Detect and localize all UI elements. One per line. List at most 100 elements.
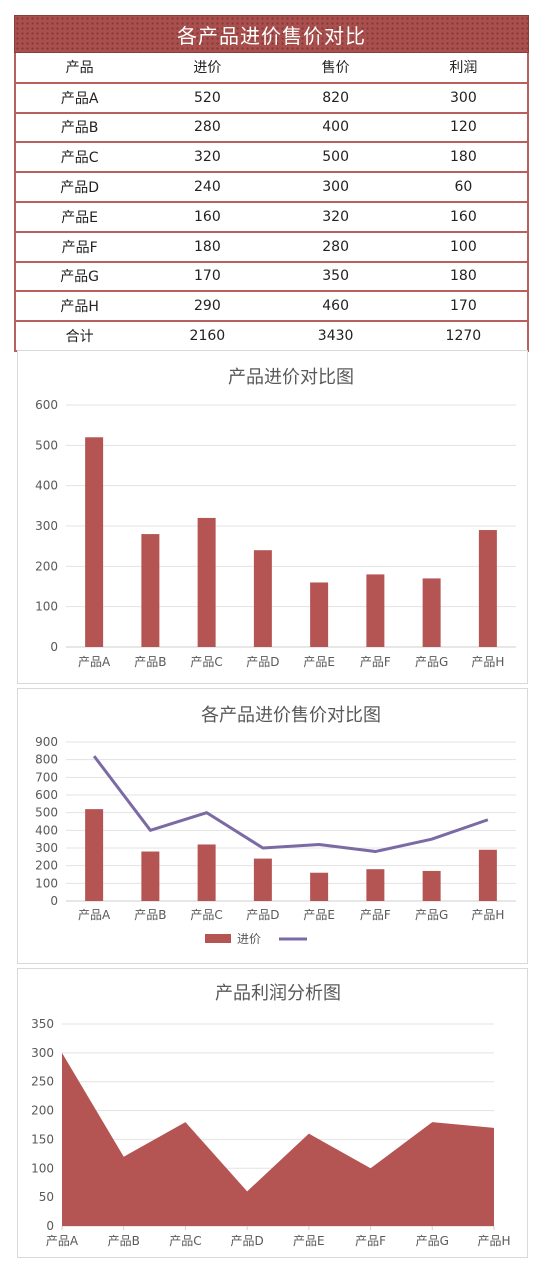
x-tick-label: 产品A	[46, 1234, 79, 1248]
y-tick-label: 350	[31, 1017, 54, 1031]
cell-product: 产品E	[13, 200, 144, 232]
chart-title: 各产品进价售价对比图	[201, 705, 381, 726]
y-tick-label: 500	[35, 438, 58, 452]
x-tick-label: 产品A	[78, 655, 111, 669]
y-tick-label: 800	[35, 753, 58, 767]
legend: 进价	[205, 932, 307, 946]
cell-profit: 120	[399, 111, 530, 143]
x-tick-label: 产品G	[415, 908, 448, 922]
cell-total-label: 合计	[13, 320, 144, 352]
cell-product: 产品H	[13, 290, 144, 322]
cell-product: 产品G	[13, 260, 144, 292]
table-row: 产品A 520 820 300	[13, 81, 530, 113]
x-tick-label: 产品H	[471, 655, 504, 669]
x-tick-label: 产品H	[477, 1234, 510, 1248]
y-tick-label: 900	[35, 735, 58, 749]
x-tick-label: 产品F	[360, 655, 391, 669]
cell-total-profit: 1270	[399, 320, 530, 352]
x-tick-label: 产品C	[190, 655, 222, 669]
cost-bar-chart-panel: 产品进价对比图 0 100 200 300 400 500 600 产品A 产品B 产品C 产品D 产品…	[17, 350, 528, 684]
y-tick-label: 300	[35, 841, 58, 855]
bar-产品E	[310, 872, 329, 901]
x-tick-label: 产品D	[246, 908, 279, 922]
x-tick-label: 产品B	[108, 1234, 140, 1248]
table-row: 产品F 180 280 100	[13, 230, 530, 262]
y-tick-label: 400	[35, 823, 58, 837]
x-tick-label: 产品B	[134, 655, 166, 669]
y-tick-label: 200	[35, 859, 58, 873]
y-tick-label: 600	[35, 788, 58, 802]
cell-price: 350	[271, 260, 400, 292]
y-tick-label: 100	[35, 876, 58, 890]
y-tick-label: 150	[31, 1132, 54, 1146]
bar-产品E	[310, 582, 329, 647]
table-header-row: 产品 进价 售价 利润	[13, 53, 530, 83]
bar-产品C	[197, 844, 216, 901]
bar-产品D	[253, 858, 272, 901]
cell-cost: 180	[143, 230, 272, 262]
y-tick-label: 50	[39, 1190, 54, 1204]
table-total-row: 合计 2160 3430 1270	[13, 320, 530, 352]
cell-product: 产品B	[13, 111, 144, 143]
cell-profit: 170	[399, 290, 530, 322]
table-row: 产品E 160 320 160	[13, 200, 530, 232]
cell-cost: 170	[143, 260, 272, 292]
bar-产品B	[141, 534, 160, 647]
y-tick-label: 200	[35, 559, 58, 573]
header-product: 产品	[13, 53, 144, 83]
table-title: 各产品进价售价对比	[14, 15, 529, 53]
profit-area-chart: 产品利润分析图 0 50 100 150 200 250 300 350 产品A 产品B 产品C 产品D…	[31, 983, 510, 1248]
cell-cost: 520	[143, 81, 272, 113]
y-tick-label: 400	[35, 479, 58, 493]
cell-product: 产品F	[13, 230, 144, 262]
cell-product: 产品C	[13, 141, 144, 173]
legend-label-cost: 进价	[237, 932, 261, 946]
bar-产品A	[85, 437, 104, 647]
cell-profit: 180	[399, 260, 530, 292]
chart-title: 产品利润分析图	[215, 983, 341, 1004]
cell-price: 280	[271, 230, 400, 262]
cell-cost: 160	[143, 200, 272, 232]
x-tick-label: 产品G	[415, 655, 448, 669]
bar-产品G	[422, 870, 441, 901]
cell-profit: 100	[399, 230, 530, 262]
x-tick-label: 产品E	[303, 655, 335, 669]
y-tick-label: 700	[35, 770, 58, 784]
legend-swatch-cost	[205, 934, 231, 943]
cost-price-combo-chart: 各产品进价售价对比图 0 100 200 300 400 500 600 700 800 900 产品…	[35, 705, 516, 946]
x-tick-label: 产品A	[78, 908, 111, 922]
bar-产品B	[141, 851, 160, 901]
cell-price: 300	[271, 171, 400, 202]
y-tick-label: 600	[35, 398, 58, 412]
bar-产品H	[478, 849, 497, 901]
y-tick-label: 0	[46, 1219, 54, 1233]
table-row: 产品H 290 460 170	[13, 290, 530, 322]
cell-cost: 240	[143, 171, 272, 202]
bar-产品F	[366, 869, 385, 901]
y-tick-label: 300	[35, 519, 58, 533]
y-tick-label: 0	[50, 640, 58, 654]
cell-price: 820	[271, 81, 400, 113]
header-cost: 进价	[193, 60, 222, 77]
table-row: 产品D 240 300 60	[13, 171, 530, 202]
y-tick-label: 0	[50, 894, 58, 908]
y-tick-label: 300	[31, 1046, 54, 1060]
cell-profit: 180	[399, 141, 530, 173]
x-tick-label: 产品D	[231, 1234, 264, 1248]
cell-profit: 300	[399, 81, 530, 113]
cell-cost: 290	[143, 290, 272, 322]
x-tick-label: 产品H	[471, 908, 504, 922]
table-row: 产品B 280 400 120	[13, 111, 530, 143]
header-profit: 利润	[399, 53, 530, 83]
cell-profit: 60	[399, 171, 530, 202]
table-row: 产品G 170 350 180	[13, 260, 530, 292]
table-row: 产品C 320 500 180	[13, 141, 530, 173]
profit-area-chart-panel: 产品利润分析图 0 50 100 150 200 250 300 350 产品A 产品B 产品C 产品D…	[17, 968, 528, 1258]
data-table: 产品 进价 售价 利润 产品A 520 820 300 产品B 280 400 …	[13, 53, 530, 352]
x-tick-label: 产品E	[303, 908, 335, 922]
cell-product: 产品D	[13, 171, 144, 202]
bar-产品G	[422, 578, 441, 647]
x-tick-label: 产品G	[416, 1234, 449, 1248]
bar-产品D	[253, 550, 272, 647]
price-line	[92, 755, 489, 854]
